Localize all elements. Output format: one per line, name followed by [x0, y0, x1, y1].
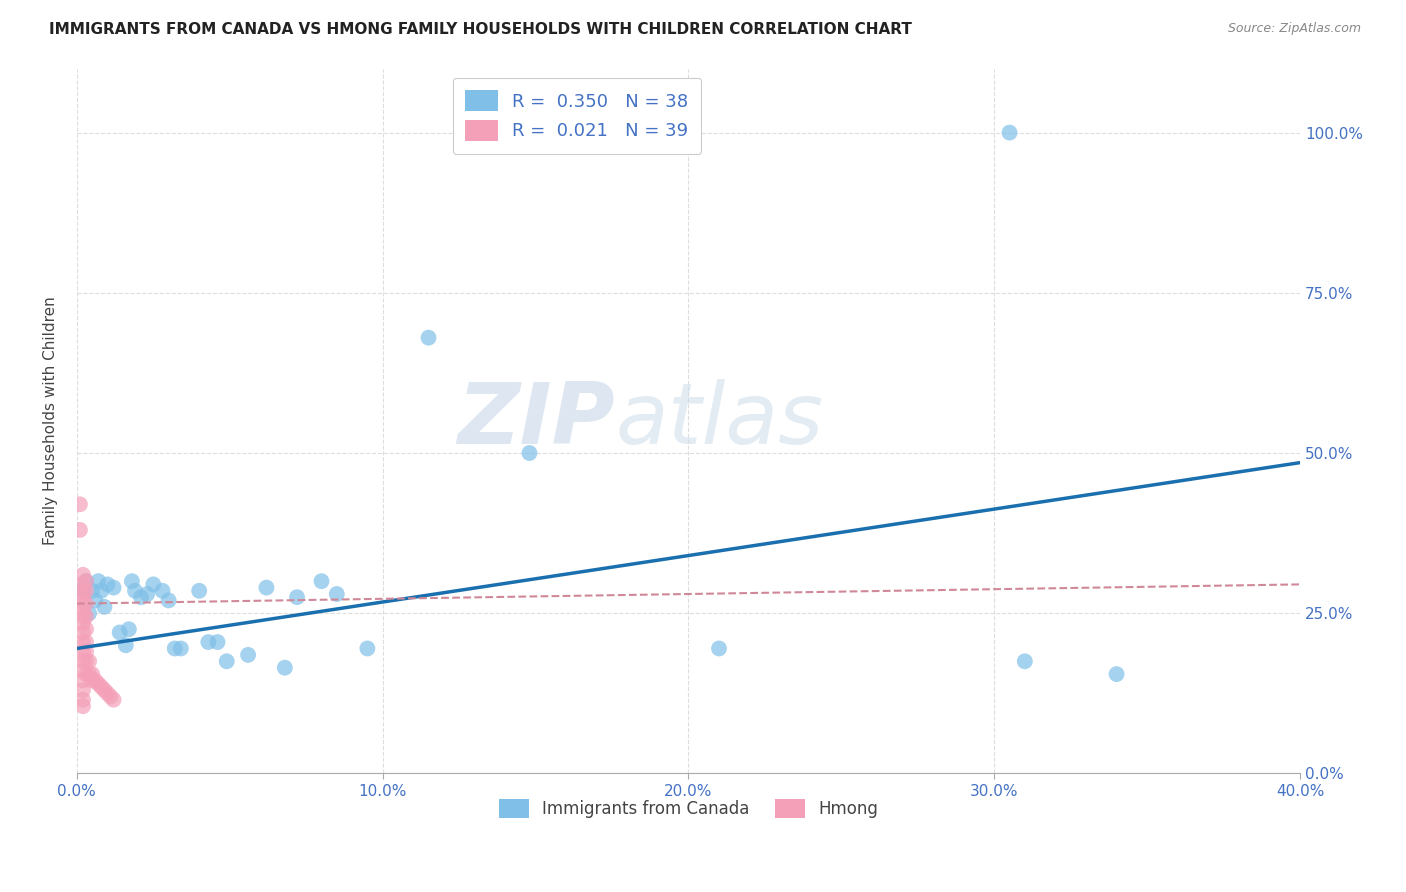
Point — [1105, 667, 1128, 681]
Point — [75, 583, 97, 598]
Point — [163, 641, 186, 656]
Point — [108, 625, 131, 640]
Point — [170, 641, 193, 656]
Point — [256, 581, 278, 595]
Point — [72, 577, 94, 591]
Point — [90, 583, 112, 598]
Point — [75, 654, 97, 668]
Point — [72, 692, 94, 706]
Point — [75, 597, 97, 611]
Point — [93, 599, 115, 614]
Point — [188, 583, 211, 598]
Point — [72, 699, 94, 714]
Point — [207, 635, 229, 649]
Point — [72, 615, 94, 630]
Point — [87, 676, 110, 690]
Point — [124, 583, 146, 598]
Point — [418, 331, 440, 345]
Point — [152, 583, 174, 598]
Point — [72, 567, 94, 582]
Point — [157, 593, 180, 607]
Point — [87, 574, 110, 589]
Point — [75, 635, 97, 649]
Point — [356, 641, 378, 656]
Point — [75, 574, 97, 589]
Point — [82, 673, 104, 688]
Point — [1014, 654, 1036, 668]
Point — [274, 661, 297, 675]
Point — [72, 654, 94, 668]
Point — [75, 622, 97, 636]
Point — [96, 577, 118, 591]
Point — [75, 645, 97, 659]
Text: ZIP: ZIP — [457, 379, 614, 462]
Point — [121, 574, 143, 589]
Point — [998, 126, 1021, 140]
Point — [311, 574, 333, 589]
Text: atlas: atlas — [614, 379, 823, 462]
Point — [118, 622, 141, 636]
Text: Source: ZipAtlas.com: Source: ZipAtlas.com — [1227, 22, 1361, 36]
Point — [72, 645, 94, 659]
Point — [77, 606, 100, 620]
Point — [84, 593, 107, 607]
Point — [136, 587, 159, 601]
Point — [69, 523, 91, 537]
Point — [75, 609, 97, 624]
Point — [707, 641, 730, 656]
Point — [72, 635, 94, 649]
Point — [236, 648, 259, 662]
Point — [197, 635, 219, 649]
Point — [96, 686, 118, 700]
Point — [72, 673, 94, 688]
Y-axis label: Family Households with Children: Family Households with Children — [44, 297, 58, 545]
Point — [215, 654, 238, 668]
Point — [75, 574, 97, 589]
Point — [326, 587, 349, 601]
Point — [84, 673, 107, 688]
Point — [142, 577, 165, 591]
Point — [82, 667, 104, 681]
Point — [75, 667, 97, 681]
Point — [519, 446, 541, 460]
Point — [72, 583, 94, 598]
Point — [77, 667, 100, 681]
Text: IMMIGRANTS FROM CANADA VS HMONG FAMILY HOUSEHOLDS WITH CHILDREN CORRELATION CHAR: IMMIGRANTS FROM CANADA VS HMONG FAMILY H… — [49, 22, 912, 37]
Point — [103, 692, 125, 706]
Point — [72, 625, 94, 640]
Point — [72, 609, 94, 624]
Point — [72, 583, 94, 598]
Point — [72, 664, 94, 678]
Point — [103, 581, 125, 595]
Point — [72, 683, 94, 698]
Point — [285, 591, 308, 605]
Point — [82, 583, 104, 598]
Point — [72, 597, 94, 611]
Point — [69, 497, 91, 511]
Point — [72, 603, 94, 617]
Point — [77, 654, 100, 668]
Point — [129, 591, 152, 605]
Point — [93, 683, 115, 698]
Point — [100, 690, 122, 704]
Legend: Immigrants from Canada, Hmong: Immigrants from Canada, Hmong — [492, 792, 884, 825]
Point — [114, 638, 136, 652]
Point — [72, 591, 94, 605]
Point — [90, 680, 112, 694]
